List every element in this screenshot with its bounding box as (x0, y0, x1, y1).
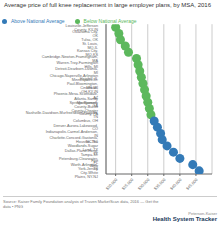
svg-text:$20,000: $20,000 (105, 177, 119, 191)
svg-text:FortWorth-Arlington,TX: FortWorth-Arlington,TX (71, 159, 99, 171)
svg-text:$35,000: $35,000 (153, 177, 167, 191)
svg-text:$45,000: $45,000 (185, 177, 199, 191)
svg-text:Atlanta-SandySprings-Roswell,G: Atlanta-SandySprings-Roswell,GA (70, 97, 99, 109)
svg-text:Nashville-Davidson-Murfreesbor: Nashville-Davidson-Murfreesboro-Franklin… (26, 111, 98, 119)
svg-text:Chicago-Naperville-ArlingtonHe: Chicago-Naperville-ArlingtonHeights, IL (50, 74, 98, 82)
svg-text:Phoenix-Mesa-Scottsdale,AZ: Phoenix-Mesa-Scottsdale,AZ (54, 92, 99, 100)
svg-text:Charlotte-Concord-Gastonia,NC-: Charlotte-Concord-Gastonia,NC-SC (49, 136, 98, 144)
svg-text:$40,000: $40,000 (169, 177, 183, 191)
svg-text:$30,000: $30,000 (137, 177, 151, 191)
svg-text:Minneapolis-St.Paul-Bloomingto: Minneapolis-St.Paul-Bloomington,MN-WI (67, 78, 98, 90)
svg-text:Dallas-Plano-Irving,TX: Dallas-Plano-Irving,TX (65, 149, 99, 157)
svg-text:NewYork-JerseyCity-WhitePlains: NewYork-JerseyCity-WhitePlains, NY-NJ (75, 164, 99, 179)
svg-text:$25,000: $25,000 (121, 177, 135, 191)
svg-text:Oklahoma City,OK: Oklahoma City,OK (72, 30, 98, 38)
